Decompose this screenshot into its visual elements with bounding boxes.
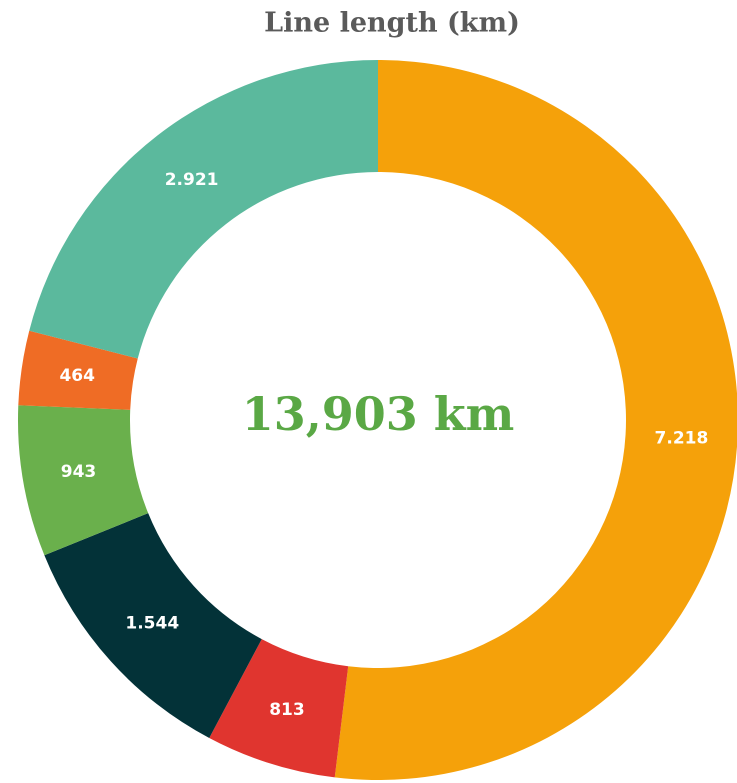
data-label: 943 xyxy=(61,462,97,482)
donut-slice xyxy=(209,639,349,778)
data-label: 7.218 xyxy=(655,428,709,448)
data-label: 464 xyxy=(59,366,95,386)
data-label: 1.544 xyxy=(125,614,179,634)
donut-slice xyxy=(18,405,149,556)
data-label: 813 xyxy=(269,700,305,720)
center-label: 13,903 km xyxy=(242,387,515,441)
data-label: 2.921 xyxy=(165,170,219,190)
donut-slice xyxy=(18,330,138,410)
donut-slice xyxy=(334,60,737,780)
donut-slice xyxy=(29,60,378,359)
donut-slice xyxy=(44,513,262,739)
chart-title: Line length (km) xyxy=(264,8,520,39)
